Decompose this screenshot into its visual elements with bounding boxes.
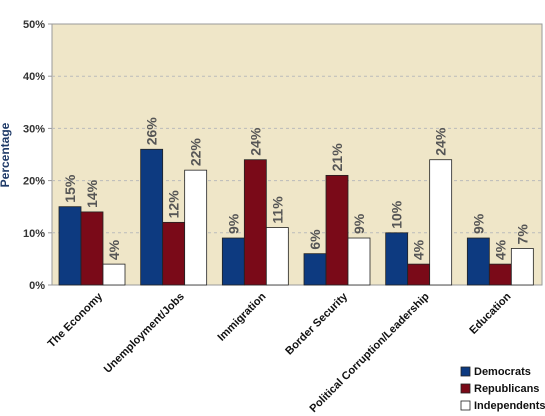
legend-swatch [460,366,471,377]
legend-swatch [460,383,471,394]
data-label: 10% [389,200,405,229]
bar [510,248,534,286]
data-label: 9% [351,213,367,234]
y-axis-title: Percentage [0,122,12,187]
data-label: 11% [269,196,285,224]
legend-label: Democrats [474,366,531,378]
y-axis-ticks: 0% 10% 20% 30% 40% 50% [23,19,52,292]
bar [385,232,409,286]
bar [407,263,431,286]
y-tick-label: 10% [23,228,45,240]
data-labels: 15% 14% 4% 26% 12% 22% 9% 24% 11% 6% 21% 9% 10% 4% 24%… [62,117,530,260]
bar [243,159,267,286]
bar [303,253,327,286]
plot-area [51,23,543,286]
bar [162,221,186,286]
y-tick-label: 0% [29,280,45,292]
category-label: Immigration [215,290,268,343]
bar [102,263,126,286]
legend-swatch [460,400,471,411]
y-tick-label: 50% [23,19,45,31]
bar [429,159,453,286]
data-label: 21% [329,143,345,172]
bar [184,169,208,286]
y-tick-label: 30% [23,123,45,135]
bar [347,237,371,286]
data-label: 4% [411,239,427,260]
category-label: The Economy [46,290,106,350]
data-label: 24% [433,127,449,156]
bar [466,237,490,286]
data-label: 26% [144,117,160,146]
bar [265,227,289,286]
legend-label: Independents [474,400,545,412]
data-label: 4% [106,239,122,260]
gridlines [52,75,542,234]
category-label: Education [467,290,513,336]
data-label: 9% [225,213,241,234]
bar [80,211,104,286]
legend-label: Republicans [474,383,539,395]
data-label: 6% [307,229,323,250]
data-label: 14% [84,179,100,208]
bar [488,263,512,286]
y-tick-label: 20% [23,176,45,188]
data-label: 4% [492,239,508,260]
bars [58,148,534,286]
data-label: 15% [62,174,78,203]
bar [221,237,245,286]
data-label: 24% [247,127,263,156]
y-tick-label: 40% [23,71,45,83]
data-label: 9% [470,213,486,234]
data-label: 7% [514,224,530,245]
bar [58,206,82,286]
data-label: 12% [166,190,182,219]
bar [140,148,164,286]
legend: Democrats Republicans Independents [460,366,545,412]
data-label: 22% [188,138,204,167]
category-label: Unemployment/Jobs [102,291,187,376]
bar [325,174,349,286]
category-label: Border Security [283,290,350,357]
